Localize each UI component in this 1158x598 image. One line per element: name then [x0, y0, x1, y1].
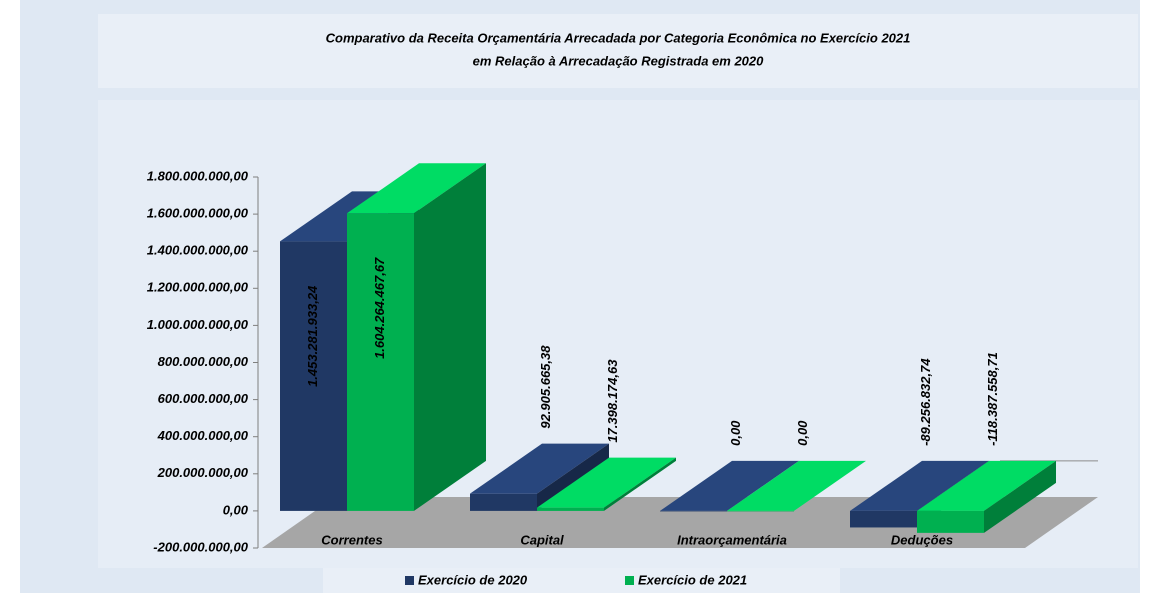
bar-side	[604, 457, 676, 511]
value-label: -89.256.832,74	[918, 358, 933, 446]
bar-front	[850, 510, 917, 528]
chart-title: Comparativo da Receita Orçamentária Arre…	[326, 30, 911, 45]
legend-panel	[323, 568, 840, 593]
value-label: 1.604.264.467,67	[372, 257, 387, 359]
bar-front	[537, 507, 604, 511]
x-tick-label: Intraorçamentária	[677, 532, 787, 547]
legend-swatch	[405, 576, 414, 585]
y-tick-label: 200.000.000,00	[157, 465, 249, 480]
legend-label: Exercício de 2021	[638, 572, 747, 587]
value-label: 92.905.665,38	[538, 345, 553, 429]
value-label: -118.387.558,71	[985, 352, 1000, 446]
bar-top	[470, 443, 609, 494]
bar-front	[347, 213, 414, 511]
bar-top	[660, 460, 799, 511]
chart-title: em Relação à Arrecadação Registrada em 2…	[473, 53, 765, 68]
y-tick-label: 1.000.000.000,00	[147, 317, 249, 332]
bar-top	[537, 457, 676, 508]
x-tick-label: Capital	[520, 532, 564, 547]
x-tick-label: Deduções	[891, 532, 953, 547]
y-tick-label: 1.600.000.000,00	[147, 206, 249, 221]
bar-front	[470, 493, 537, 511]
y-tick-label: 800.000.000,00	[158, 354, 249, 369]
bar-top	[850, 460, 989, 511]
x-tick-label: Correntes	[321, 532, 382, 547]
y-tick-label: 0,00	[223, 502, 249, 517]
bar-front	[727, 510, 794, 512]
y-tick-label: 600.000.000,00	[158, 391, 249, 406]
bar-front	[280, 241, 347, 511]
value-label: 1.453.281.933,24	[305, 285, 320, 387]
bar-top	[727, 460, 866, 511]
value-label: 0,00	[795, 420, 810, 446]
y-tick-label: 1.800.000.000,00	[147, 168, 249, 183]
value-label: 0,00	[728, 420, 743, 446]
title-panel	[98, 14, 1138, 88]
bar-front	[660, 510, 727, 512]
bar-top	[917, 460, 1056, 511]
bar-side	[414, 163, 486, 511]
value-label: 17.398.174,63	[605, 359, 620, 443]
bar-side	[984, 460, 1056, 533]
y-tick-label: 400.000.000,00	[157, 428, 249, 443]
bar-side	[537, 443, 609, 511]
bar-top	[347, 163, 486, 214]
y-tick-label: 1.400.000.000,00	[147, 243, 249, 258]
y-tick-label: -200.000.000,00	[153, 539, 248, 554]
legend-swatch	[625, 576, 634, 585]
bar-front	[917, 510, 984, 533]
legend-label: Exercício de 2020	[418, 572, 528, 587]
y-tick-label: 1.200.000.000,00	[147, 280, 249, 295]
